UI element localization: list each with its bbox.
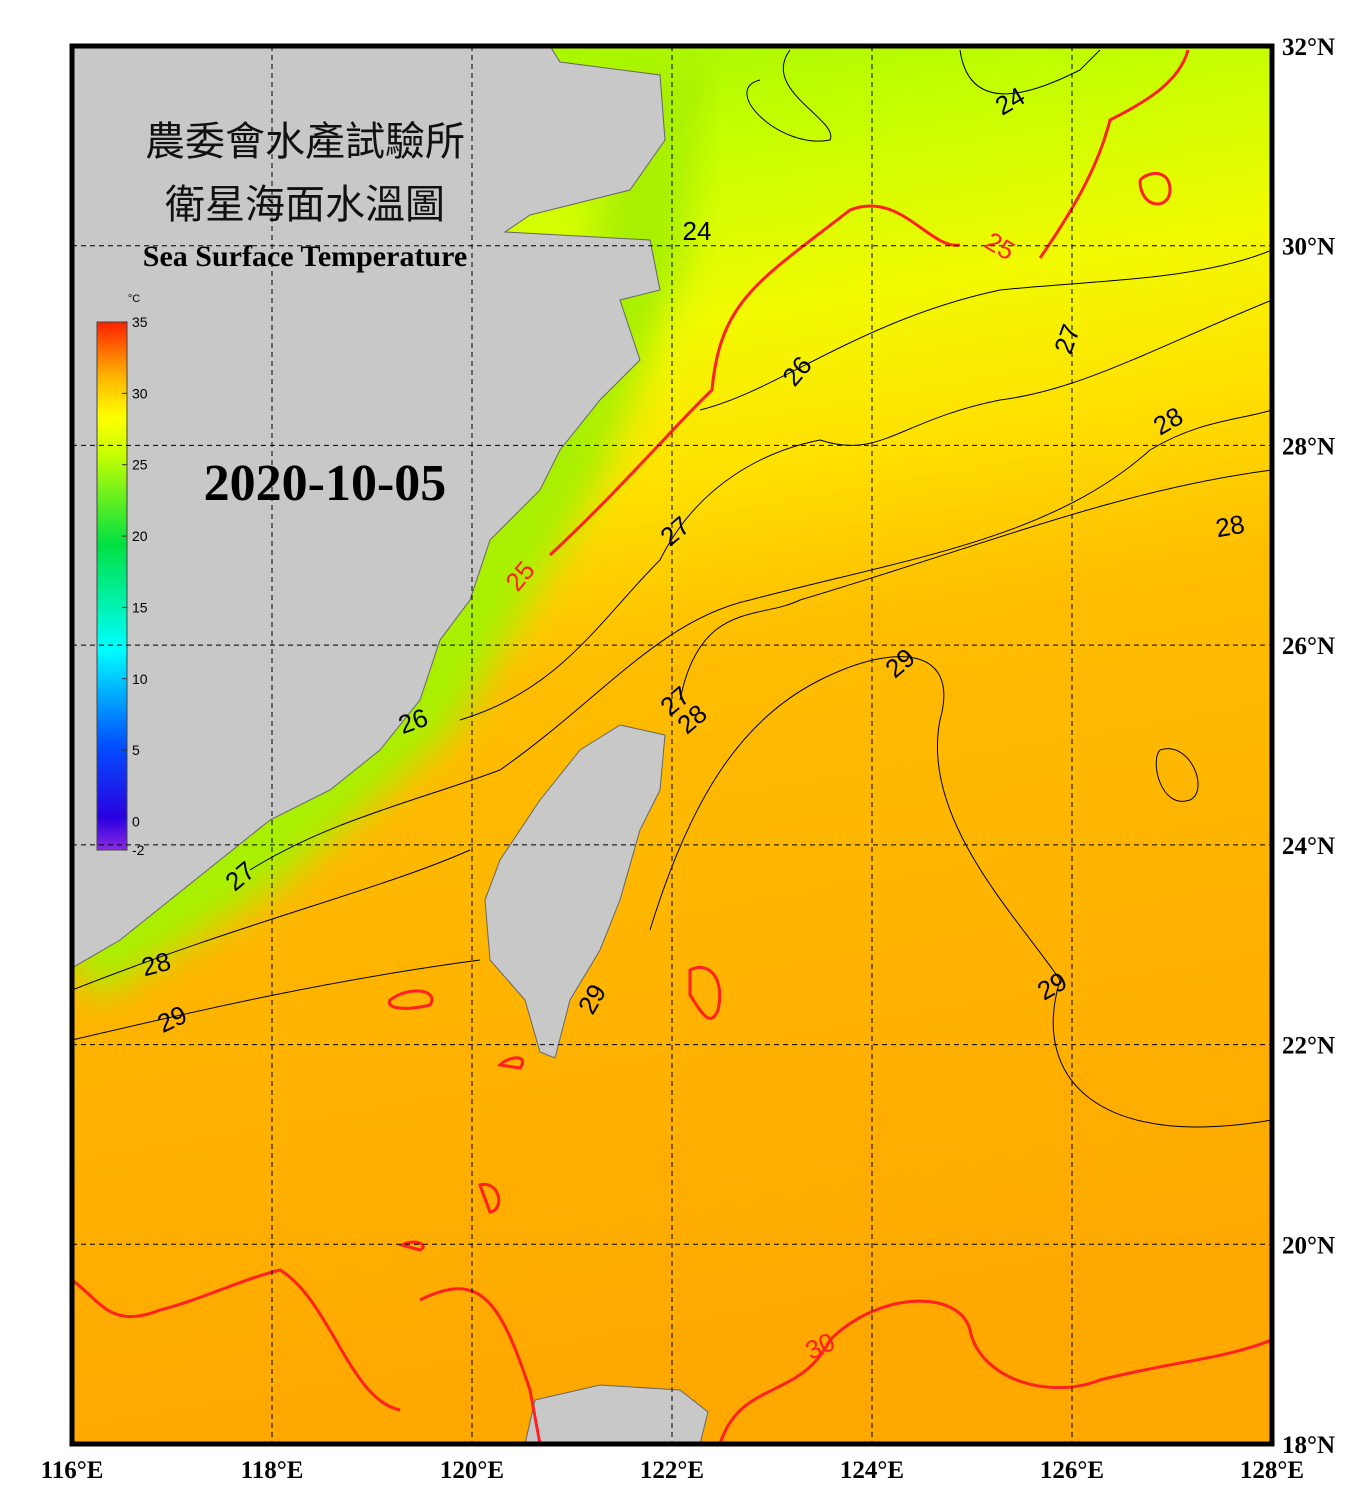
contour-label: 24 bbox=[683, 216, 712, 246]
land-taiwan bbox=[484, 724, 666, 1059]
lat-tick-label: 24°N bbox=[1282, 833, 1335, 860]
contour-line bbox=[459, 299, 1272, 721]
contour-line bbox=[249, 409, 1272, 871]
colorbar-tick-label: 35 bbox=[132, 314, 148, 330]
lat-tick-label: 28°N bbox=[1282, 433, 1335, 460]
contour-line bbox=[718, 1299, 1272, 1444]
date: 2020-10-05 bbox=[204, 455, 447, 512]
colorbar-unit: °C bbox=[128, 293, 140, 305]
lat-tick-label: 32°N bbox=[1282, 34, 1335, 61]
contour-label: 28 bbox=[1213, 509, 1247, 544]
lon-tick-label: 118°E bbox=[241, 1457, 304, 1484]
lat-tick-label: 30°N bbox=[1282, 234, 1335, 261]
title-zh: 農委會水產試驗所 bbox=[145, 119, 465, 165]
colorbar-tick-label: 15 bbox=[132, 599, 148, 615]
colorbar-tick-label: 20 bbox=[132, 528, 148, 544]
red-contours bbox=[72, 49, 1272, 1444]
land-china bbox=[72, 46, 666, 969]
lon-tick-label: 124°E bbox=[840, 1457, 904, 1484]
lat-tick-label: 18°N bbox=[1282, 1432, 1335, 1459]
land-luzon bbox=[524, 1384, 709, 1444]
coastal-water bbox=[72, 55, 705, 999]
contour-line bbox=[746, 49, 832, 142]
colorbar-tick-label: 0 bbox=[132, 813, 140, 829]
colorbar-tick-label: 25 bbox=[132, 457, 148, 473]
title-en: Sea Surface Temperature bbox=[143, 240, 467, 273]
colorbar-tick-label: 30 bbox=[132, 385, 148, 401]
colorbar bbox=[96, 321, 128, 851]
colorbar-tick-label: 5 bbox=[132, 742, 140, 758]
lat-tick-label: 22°N bbox=[1282, 1033, 1335, 1060]
contour-line bbox=[548, 49, 1190, 557]
lon-tick-label: 120°E bbox=[440, 1457, 504, 1484]
lat-tick-label: 26°N bbox=[1282, 633, 1335, 660]
contour-line bbox=[72, 1268, 542, 1444]
contour-line bbox=[387, 966, 722, 1252]
contour-line bbox=[72, 656, 1272, 1128]
lon-tick-label: 128°E bbox=[1240, 1457, 1304, 1484]
lat-tick-label: 20°N bbox=[1282, 1232, 1335, 1259]
title-zh: 衛星海面水溫圖 bbox=[165, 182, 445, 228]
colorbar-tick-label: 10 bbox=[132, 671, 148, 687]
contour-line bbox=[72, 469, 1272, 991]
lon-tick-label: 126°E bbox=[1040, 1457, 1104, 1484]
lon-tick-label: 116°E bbox=[41, 1457, 104, 1484]
contour-line bbox=[1155, 748, 1199, 802]
lon-tick-label: 122°E bbox=[640, 1457, 704, 1484]
colorbar-tick-label: -2 bbox=[132, 842, 145, 858]
contour-line bbox=[699, 249, 1272, 411]
contour-line bbox=[1138, 171, 1172, 206]
